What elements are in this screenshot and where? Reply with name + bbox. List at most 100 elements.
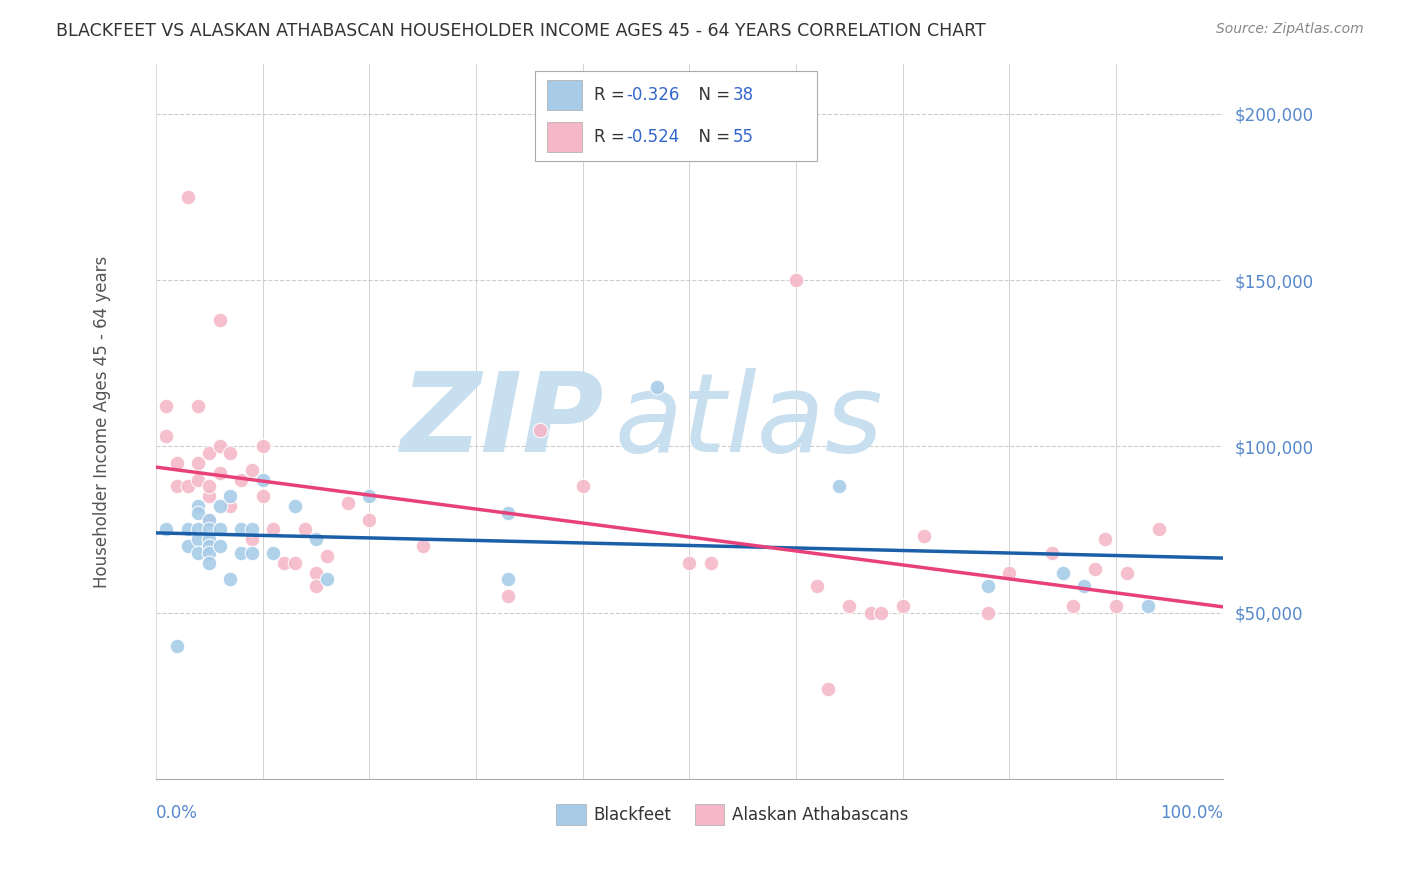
- Point: [240, 533, 263, 547]
- Point: [977, 579, 1000, 593]
- Text: atlas: atlas: [614, 368, 883, 475]
- Point: [305, 579, 328, 593]
- Bar: [695, 804, 724, 825]
- Point: [231, 546, 253, 560]
- Point: [155, 523, 177, 537]
- Point: [283, 556, 305, 570]
- Text: Alaskan Athabascans: Alaskan Athabascans: [733, 805, 908, 823]
- Point: [240, 546, 263, 560]
- Text: 0.0%: 0.0%: [156, 804, 198, 822]
- Point: [198, 523, 221, 537]
- Text: 100.0%: 100.0%: [1160, 804, 1223, 822]
- Point: [838, 599, 860, 613]
- Point: [198, 479, 221, 493]
- Point: [208, 313, 231, 327]
- Point: [1115, 566, 1137, 580]
- Point: [817, 682, 839, 697]
- Point: [166, 456, 188, 470]
- Point: [1084, 562, 1107, 576]
- Point: [305, 566, 328, 580]
- Point: [177, 479, 200, 493]
- Text: BLACKFEET VS ALASKAN ATHABASCAN HOUSEHOLDER INCOME AGES 45 - 64 YEARS CORRELATIO: BLACKFEET VS ALASKAN ATHABASCAN HOUSEHOL…: [56, 22, 986, 40]
- Point: [198, 556, 221, 570]
- Text: N =: N =: [688, 86, 735, 103]
- Point: [155, 400, 177, 414]
- Point: [240, 523, 263, 537]
- Point: [187, 546, 209, 560]
- Point: [208, 466, 231, 480]
- Text: 55: 55: [733, 128, 754, 146]
- Point: [359, 512, 381, 526]
- Point: [273, 556, 295, 570]
- Point: [177, 190, 200, 204]
- Point: [827, 479, 849, 493]
- Point: [1105, 599, 1128, 613]
- Point: [412, 539, 434, 553]
- Point: [166, 639, 188, 653]
- Point: [219, 573, 242, 587]
- Text: Blackfeet: Blackfeet: [593, 805, 671, 823]
- Text: -0.326: -0.326: [626, 86, 679, 103]
- Point: [198, 512, 221, 526]
- Point: [977, 606, 1000, 620]
- Point: [1040, 546, 1063, 560]
- Point: [208, 523, 231, 537]
- Point: [806, 579, 828, 593]
- Bar: [555, 804, 586, 825]
- Point: [1052, 566, 1074, 580]
- Point: [496, 573, 519, 587]
- Point: [870, 606, 893, 620]
- Point: [177, 523, 200, 537]
- Point: [496, 506, 519, 520]
- Point: [1073, 579, 1095, 593]
- Point: [252, 473, 274, 487]
- Point: [294, 523, 316, 537]
- Point: [187, 456, 209, 470]
- Point: [208, 539, 231, 553]
- Point: [198, 446, 221, 460]
- Point: [912, 529, 935, 543]
- Point: [571, 479, 593, 493]
- Point: [1094, 533, 1116, 547]
- Text: ZIP: ZIP: [401, 368, 605, 475]
- Point: [359, 489, 381, 503]
- Point: [231, 473, 253, 487]
- Text: -0.524: -0.524: [626, 128, 679, 146]
- Point: [187, 473, 209, 487]
- Point: [1147, 523, 1170, 537]
- Point: [529, 423, 551, 437]
- Bar: [547, 122, 582, 152]
- Text: N =: N =: [688, 128, 735, 146]
- Point: [198, 489, 221, 503]
- Point: [187, 400, 209, 414]
- Point: [208, 439, 231, 453]
- Point: [198, 533, 221, 547]
- Point: [315, 549, 337, 563]
- Point: [252, 489, 274, 503]
- Point: [166, 479, 188, 493]
- Point: [1062, 599, 1084, 613]
- Point: [155, 429, 177, 443]
- Point: [699, 556, 721, 570]
- FancyBboxPatch shape: [534, 71, 817, 161]
- Point: [219, 500, 242, 514]
- Point: [336, 496, 359, 510]
- Point: [678, 556, 700, 570]
- Point: [998, 566, 1021, 580]
- Point: [645, 379, 668, 393]
- Point: [283, 500, 305, 514]
- Point: [231, 523, 253, 537]
- Text: Householder Income Ages 45 - 64 years: Householder Income Ages 45 - 64 years: [93, 255, 111, 588]
- Text: 38: 38: [733, 86, 754, 103]
- Point: [187, 523, 209, 537]
- Point: [262, 523, 284, 537]
- Point: [1137, 599, 1160, 613]
- Point: [305, 533, 328, 547]
- Point: [785, 273, 807, 287]
- Bar: [547, 79, 582, 110]
- Point: [891, 599, 914, 613]
- Point: [198, 512, 221, 526]
- Point: [187, 533, 209, 547]
- Point: [187, 500, 209, 514]
- Point: [198, 546, 221, 560]
